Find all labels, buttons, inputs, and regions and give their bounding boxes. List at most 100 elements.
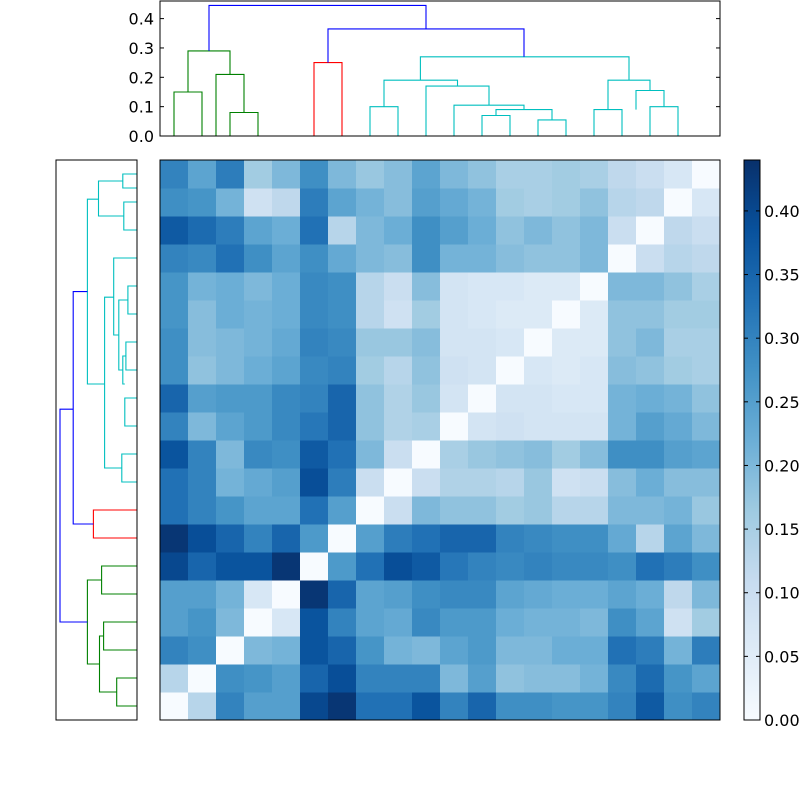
heatmap-cell (552, 244, 581, 273)
heatmap-cell (524, 384, 553, 413)
heatmap-cell (272, 552, 301, 581)
heatmap-cell (160, 608, 189, 637)
heatmap-cell (328, 384, 357, 413)
heatmap-cell (692, 664, 721, 693)
heatmap-cell (356, 664, 385, 693)
heatmap-cell (272, 524, 301, 553)
heatmap-cell (272, 608, 301, 637)
heatmap-cell (328, 580, 357, 609)
heatmap-cell (524, 440, 553, 469)
heatmap-cell (580, 692, 609, 721)
heatmap-cell (636, 692, 665, 721)
heatmap-cell (328, 552, 357, 581)
heatmap-cell (272, 468, 301, 497)
heatmap-cell (272, 160, 301, 189)
heatmap-cell (664, 272, 693, 301)
heatmap-cell (552, 496, 581, 525)
heatmap-cell (384, 328, 413, 357)
heatmap-cell (328, 412, 357, 441)
heatmap-cell (496, 412, 525, 441)
heatmap-cell (664, 412, 693, 441)
heatmap-cell (244, 440, 273, 469)
heatmap-cell (440, 496, 469, 525)
heatmap-cell (412, 356, 441, 385)
heatmap-cell (580, 608, 609, 637)
heatmap-cell (440, 160, 469, 189)
heatmap-cell (160, 496, 189, 525)
heatmap-cell (216, 328, 245, 357)
heatmap-cell (160, 160, 189, 189)
heatmap-cell (412, 692, 441, 721)
heatmap-cell (468, 216, 497, 245)
top-dendrogram-link (649, 106, 679, 136)
heatmap-cell (384, 216, 413, 245)
heatmap-cell (160, 664, 189, 693)
heatmap-cell (552, 412, 581, 441)
heatmap-cell (300, 664, 329, 693)
heatmap-cell (384, 160, 413, 189)
heatmap-cell (692, 328, 721, 357)
heatmap-cell (216, 300, 245, 329)
heatmap-cell (160, 468, 189, 497)
heatmap-cell (216, 580, 245, 609)
heatmap-cell (160, 244, 189, 273)
heatmap-cell (300, 524, 329, 553)
heatmap-cell (664, 524, 693, 553)
heatmap-cell (468, 328, 497, 357)
heatmap-cell (384, 552, 413, 581)
heatmap-cell (580, 244, 609, 273)
heatmap-cell (188, 160, 217, 189)
heatmap-cell (384, 468, 413, 497)
heatmap-cell (356, 468, 385, 497)
heatmap-cell (412, 160, 441, 189)
heatmap-cell (664, 552, 693, 581)
heatmap-cell (524, 552, 553, 581)
heatmap-cell (440, 300, 469, 329)
heatmap-cell (216, 692, 245, 721)
top-dendrogram-link (173, 91, 203, 136)
heatmap-cell (328, 300, 357, 329)
heatmap-cell (608, 300, 637, 329)
heatmap-cell (496, 356, 525, 385)
heatmap-cell (636, 636, 665, 665)
heatmap-cell (496, 160, 525, 189)
heatmap-cell (664, 664, 693, 693)
heatmap-cell (244, 300, 273, 329)
heatmap-cell (328, 160, 357, 189)
heatmap-cell (384, 524, 413, 553)
heatmap-cell (216, 216, 245, 245)
heatmap-cell (160, 272, 189, 301)
heatmap-cell (552, 580, 581, 609)
colorbar-tick-label: 0.05 (764, 647, 800, 666)
heatmap-cell (440, 216, 469, 245)
heatmap-cell (636, 216, 665, 245)
heatmap-cell (412, 608, 441, 637)
heatmap-cell (384, 608, 413, 637)
heatmap-cell (636, 496, 665, 525)
heatmap-frame (159, 159, 721, 721)
heatmap-cell (496, 216, 525, 245)
heatmap-cell (244, 496, 273, 525)
heatmap-cell (384, 188, 413, 217)
heatmap-cell (468, 244, 497, 273)
heatmap-cell (272, 440, 301, 469)
heatmap-cell (328, 524, 357, 553)
heatmap-cell (608, 272, 637, 301)
heatmap-cell (496, 496, 525, 525)
left-dendrogram-link (59, 408, 88, 623)
heatmap-cell (496, 272, 525, 301)
heatmap-cell (244, 580, 273, 609)
heatmap-cell (160, 636, 189, 665)
heatmap-cell (692, 216, 721, 245)
heatmap-cell (468, 160, 497, 189)
heatmap-cell (608, 636, 637, 665)
heatmap-cell (188, 692, 217, 721)
heatmap-cell (692, 552, 721, 581)
heatmap-cell (244, 244, 273, 273)
heatmap-cell (496, 608, 525, 637)
heatmap-cell (440, 188, 469, 217)
top-dendrogram-link (187, 50, 231, 92)
heatmap-cell (160, 412, 189, 441)
heatmap-cell (468, 636, 497, 665)
heatmap-cell (244, 272, 273, 301)
